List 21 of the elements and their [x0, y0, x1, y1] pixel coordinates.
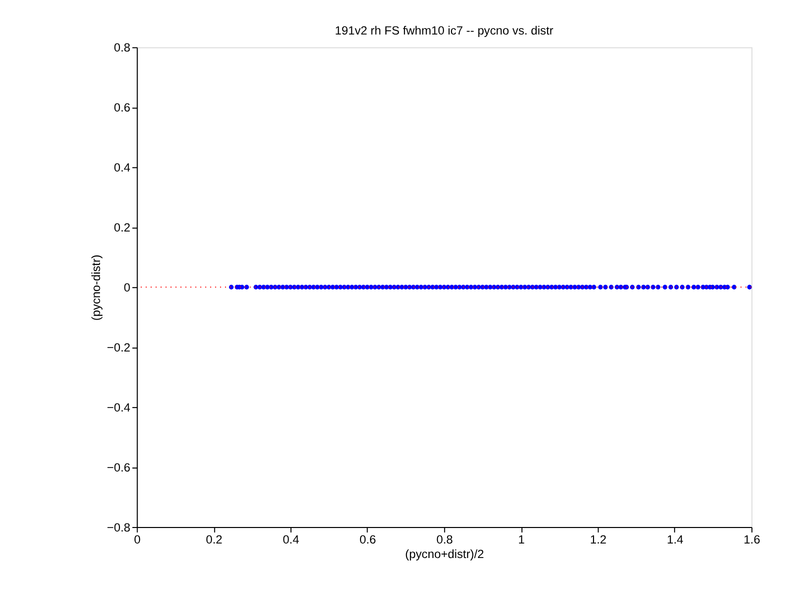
x-tick-label: 1.4 [666, 532, 684, 546]
x-tick-label: 1.6 [744, 532, 761, 546]
x-axis-title: (pycno+distr)/2 [405, 547, 484, 562]
y-tick-label: 0.4 [114, 160, 131, 175]
x-tick-label: 1.2 [590, 532, 607, 546]
y-tick-label: −0.8 [106, 520, 131, 534]
x-tick-label: 0.6 [360, 532, 376, 546]
x-tick-label: 1 [518, 532, 526, 546]
y-tick-label: 0.2 [114, 220, 130, 235]
x-tick-label: 0.8 [436, 532, 454, 546]
x-tick-label: 0.4 [282, 532, 300, 546]
chart-title: 191v2 rh FS fwhm10 ic7 -- pycno vs. distr [334, 23, 554, 38]
y-tick-label: 0.8 [114, 40, 131, 55]
y-tick-label: 0.6 [114, 100, 131, 115]
y-axis-title: (pycno-distr) [88, 254, 103, 321]
y-tick-label: 0 [124, 280, 131, 295]
x-tick-label: 0.2 [206, 532, 222, 546]
y-tick-label: −0.6 [106, 460, 131, 475]
x-tick-label: 0 [134, 532, 141, 546]
y-tick-label: −0.4 [106, 400, 131, 415]
y-tick-label: −0.2 [106, 340, 130, 355]
